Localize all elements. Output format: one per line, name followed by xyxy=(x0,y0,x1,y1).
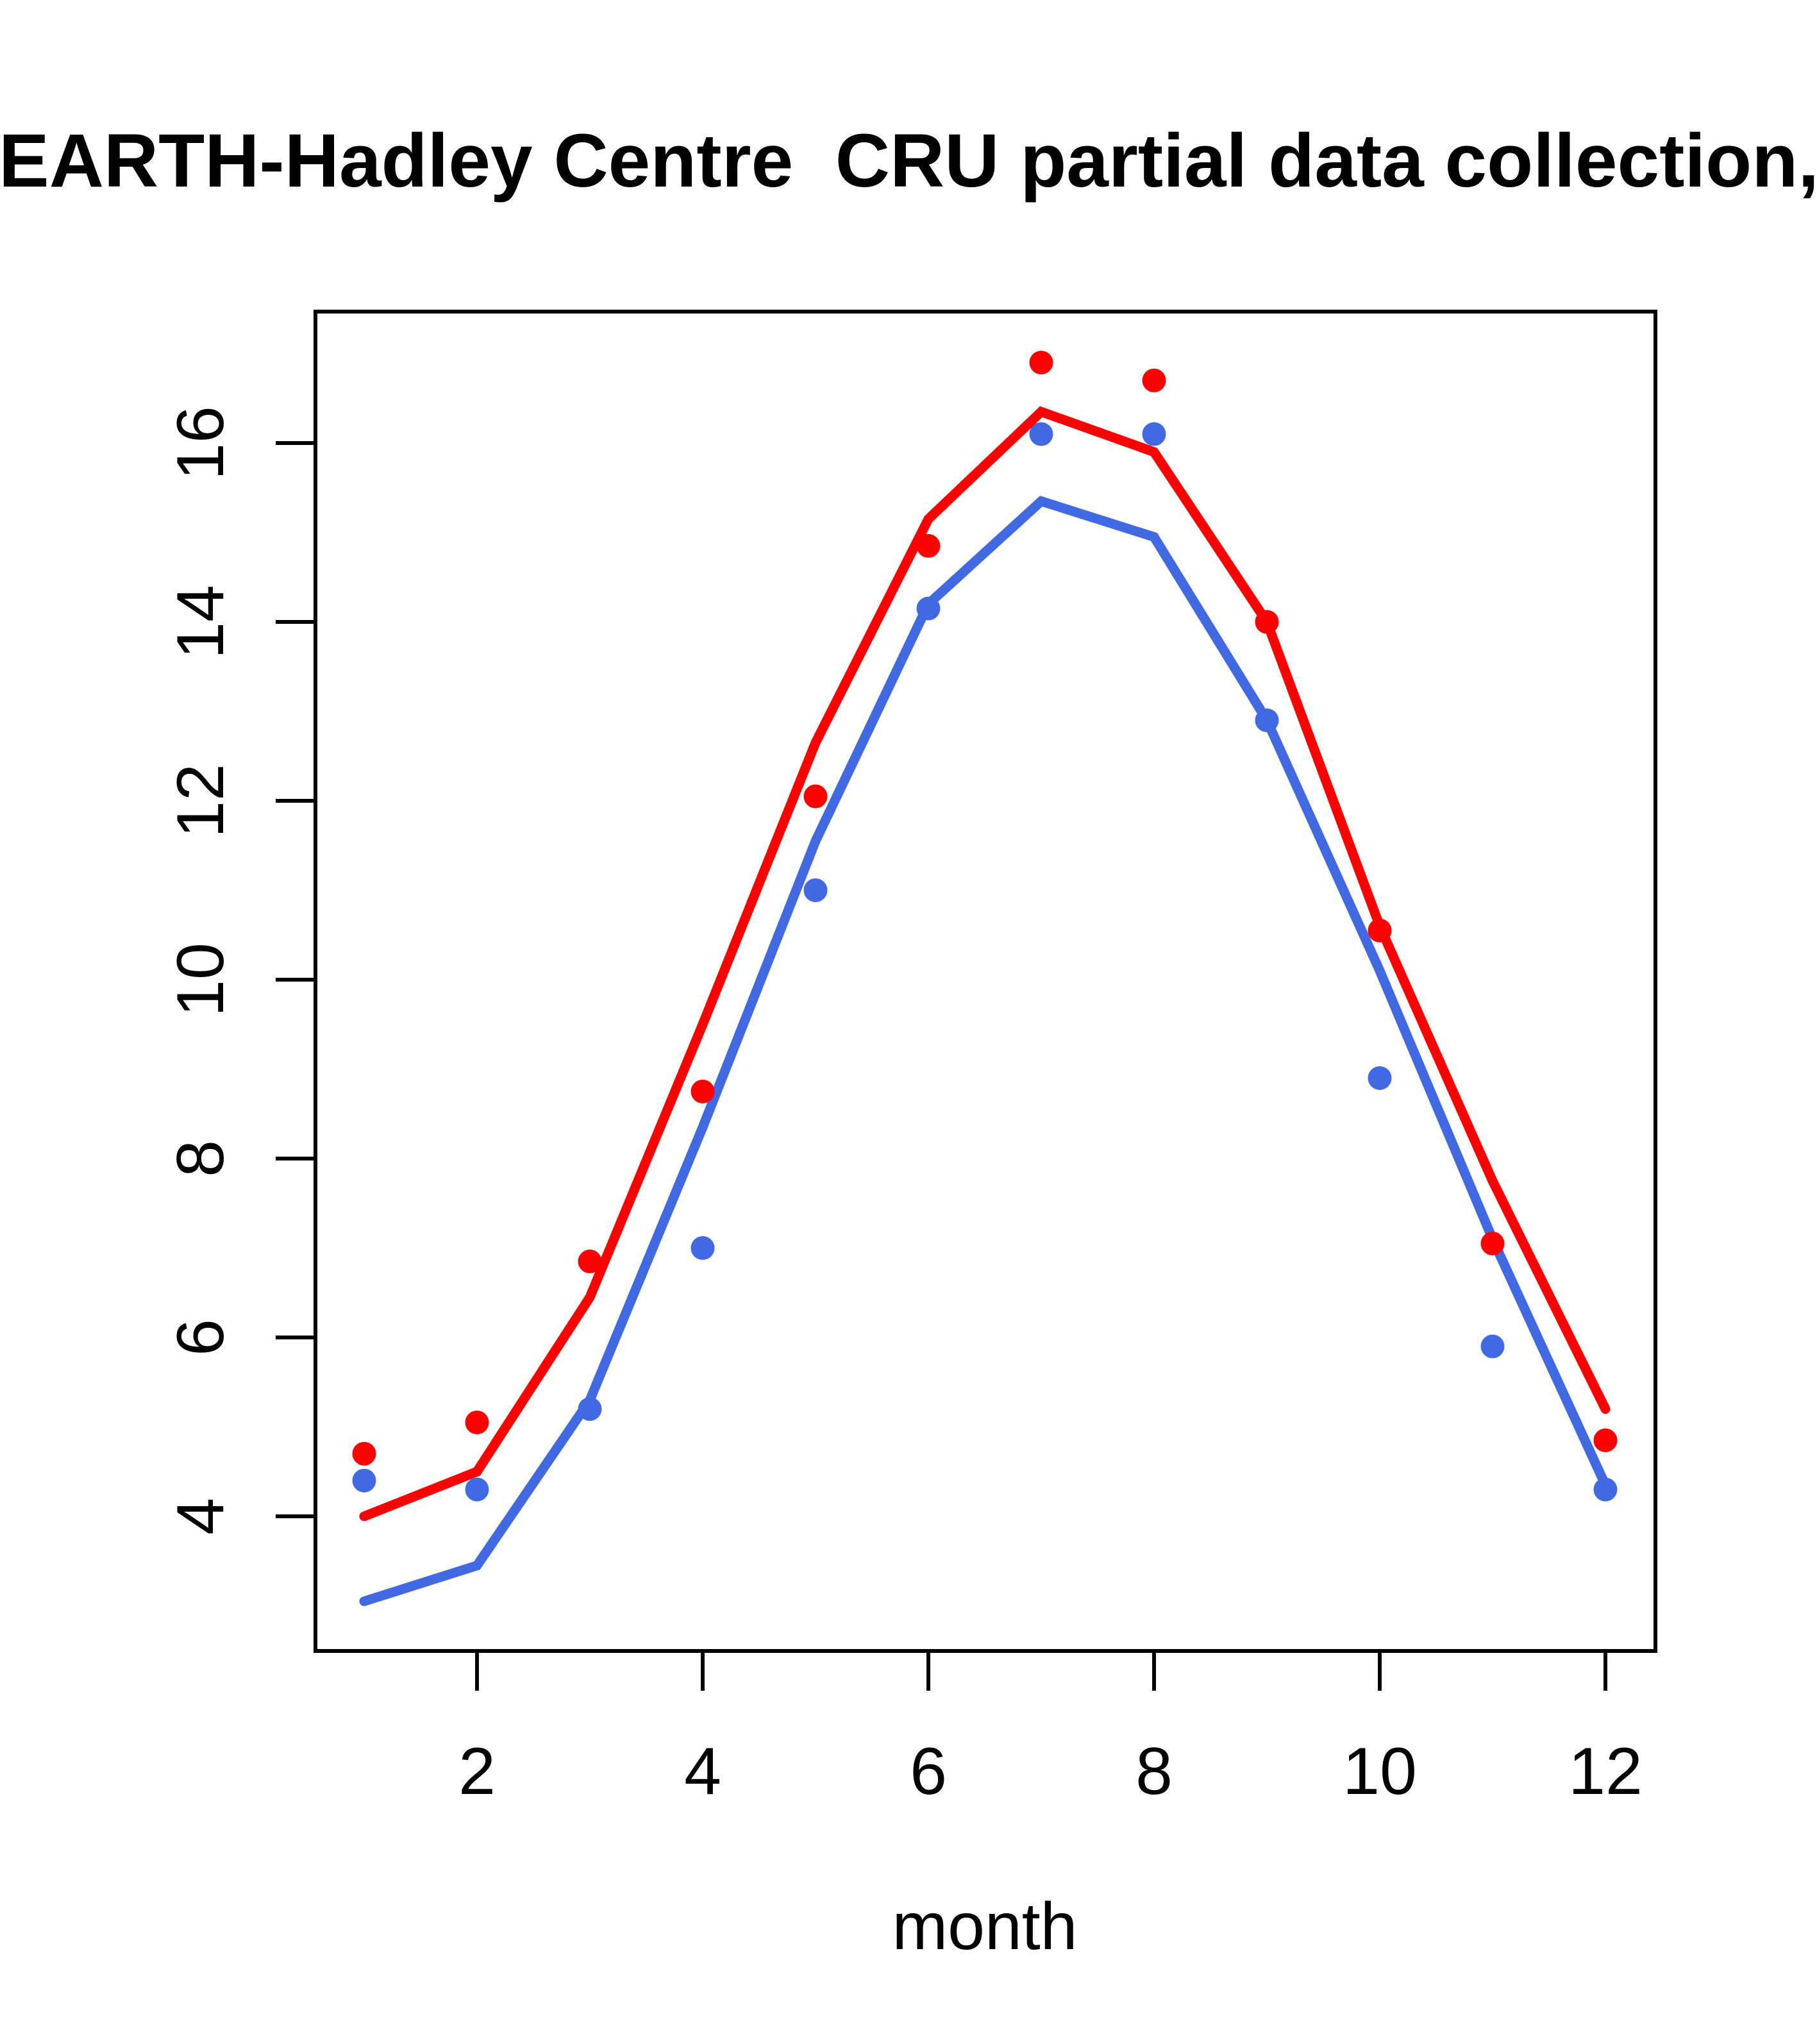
y-tick-label: 8 xyxy=(163,1140,238,1177)
y-tick-label: 6 xyxy=(163,1319,238,1356)
blue-points-marker xyxy=(578,1397,602,1421)
x-tick-label: 6 xyxy=(910,1734,947,1809)
y-tick-label: 10 xyxy=(163,942,238,1017)
y-tick-label: 14 xyxy=(163,585,238,659)
red-points-marker xyxy=(803,784,828,808)
red-points-marker xyxy=(1593,1428,1618,1452)
x-tick-label: 8 xyxy=(1135,1734,1173,1809)
red-points-marker xyxy=(916,533,941,558)
blue-points-marker xyxy=(1255,708,1279,732)
y-tick-label: 4 xyxy=(163,1498,238,1535)
red-points-marker xyxy=(578,1249,602,1273)
red-line xyxy=(359,406,1611,1521)
red-points-marker xyxy=(1142,368,1166,392)
x-tick-label: 10 xyxy=(1343,1734,1417,1809)
red-points-marker xyxy=(1480,1232,1505,1256)
blue-points-marker xyxy=(1593,1477,1618,1502)
x-tick-label: 4 xyxy=(684,1734,721,1809)
blue-points-marker xyxy=(916,596,941,621)
y-tick-label: 12 xyxy=(163,764,238,838)
blue-points-marker xyxy=(691,1236,715,1260)
blue-points-marker xyxy=(1368,1066,1392,1090)
red-points-marker xyxy=(352,1441,376,1466)
blue-line xyxy=(359,496,1611,1607)
red-points-marker xyxy=(1029,350,1053,374)
chart-title: EARTH-Hadley Centre CRU partial data col… xyxy=(0,119,1817,203)
blue-points-marker xyxy=(1480,1334,1505,1359)
blue-points-marker xyxy=(803,878,828,902)
blue-points-marker xyxy=(1029,422,1053,446)
x-tick-label: 12 xyxy=(1568,1734,1643,1809)
blue-points-marker xyxy=(465,1477,489,1502)
blue-points-marker xyxy=(1142,422,1166,446)
red-points-marker xyxy=(1368,918,1392,942)
x-axis-title: month xyxy=(892,1889,1078,1964)
y-tick-label: 16 xyxy=(163,406,238,480)
red-points-marker xyxy=(1255,610,1279,634)
red-points-marker xyxy=(465,1411,489,1435)
plot-box xyxy=(314,310,1657,1653)
red-points-marker xyxy=(691,1079,715,1103)
x-tick-label: 2 xyxy=(458,1734,496,1809)
blue-points-marker xyxy=(352,1468,376,1493)
